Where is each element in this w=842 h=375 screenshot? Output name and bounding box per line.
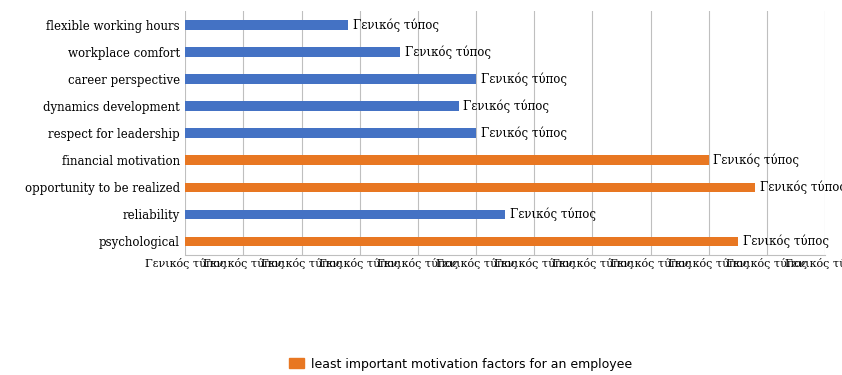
Bar bbox=[185, 128, 476, 138]
Bar bbox=[185, 101, 459, 111]
Text: Γενικός τύπος: Γενικός τύπος bbox=[743, 235, 829, 248]
Text: Γενικός τύπος: Γενικός τύπος bbox=[353, 18, 439, 32]
Text: Γενικός τύπος: Γενικός τύπος bbox=[760, 180, 842, 194]
Text: Γενικός τύπος: Γενικός τύπος bbox=[481, 72, 567, 86]
Text: Γενικός τύπος: Γενικός τύπος bbox=[510, 208, 596, 221]
Bar bbox=[185, 47, 401, 57]
Text: Γενικός τύπος: Γενικός τύπος bbox=[713, 153, 799, 167]
Legend: least important motivation factors for an employee, the most important motivatio: least important motivation factors for a… bbox=[285, 354, 661, 375]
Text: Γενικός τύπος: Γενικός τύπος bbox=[481, 126, 567, 140]
Bar bbox=[185, 210, 505, 219]
Bar bbox=[185, 183, 755, 192]
Bar bbox=[185, 237, 738, 246]
Bar bbox=[185, 74, 476, 84]
Bar bbox=[185, 156, 709, 165]
Text: Γενικός τύπος: Γενικός τύπος bbox=[463, 99, 549, 113]
Bar bbox=[185, 20, 348, 30]
Text: Γενικός τύπος: Γενικός τύπος bbox=[405, 45, 491, 58]
